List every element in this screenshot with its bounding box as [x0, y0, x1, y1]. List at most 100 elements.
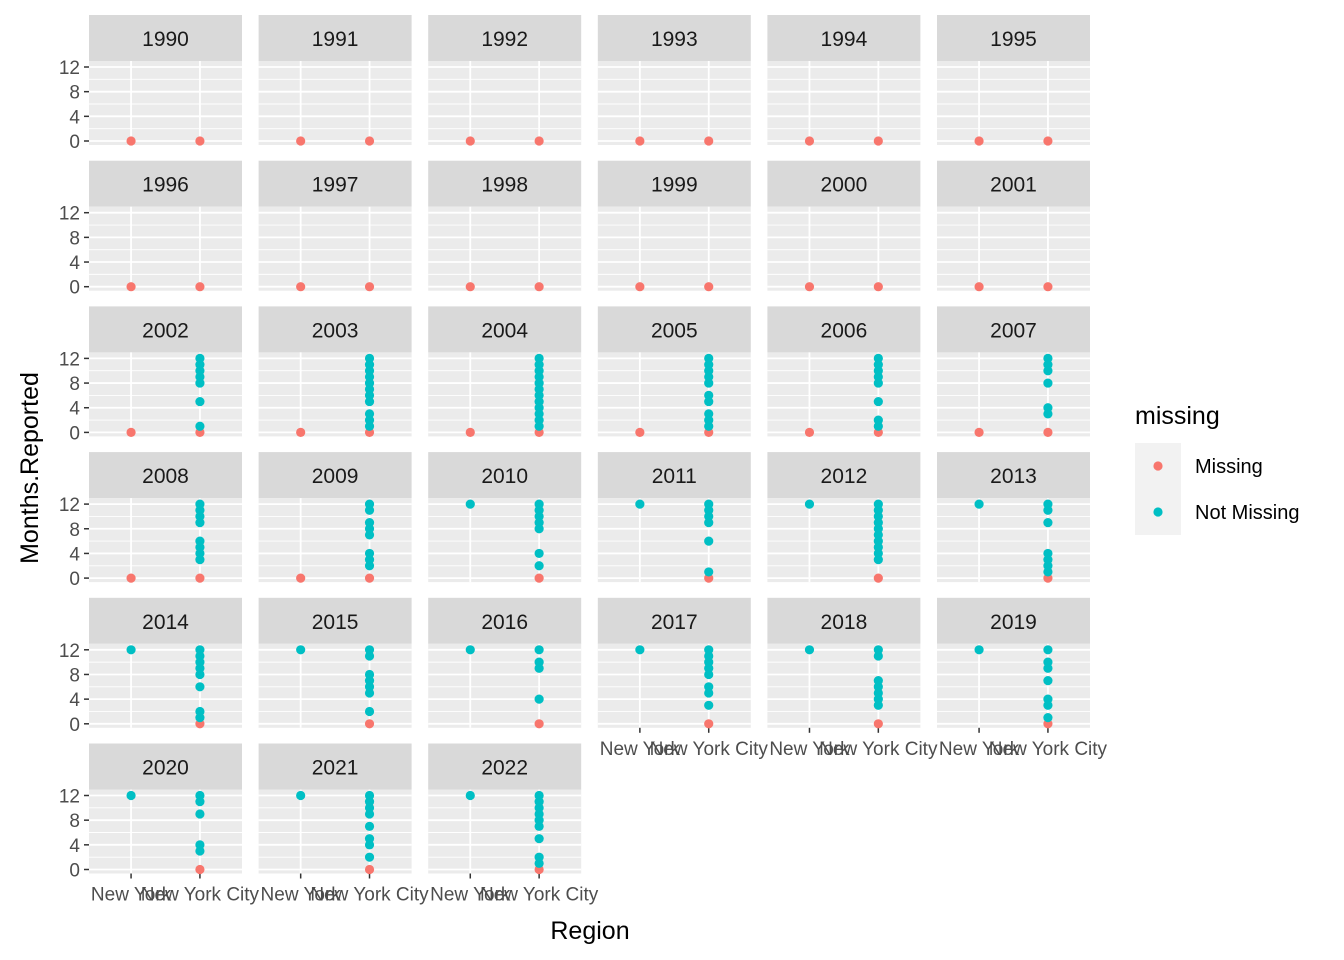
data-point [534, 790, 544, 801]
facet-panel-2011: 2011 [597, 452, 751, 583]
facet-strip [937, 306, 1090, 353]
data-point [195, 809, 205, 819]
facet-strip [428, 743, 582, 790]
data-point [534, 852, 544, 862]
facet-strip-label: 1999 [651, 174, 698, 197]
data-point [704, 536, 714, 546]
data-point [364, 645, 375, 655]
x-tick-label: New York [769, 739, 850, 760]
facet-strip-label: 1998 [481, 174, 528, 197]
data-point [296, 282, 306, 292]
data-point [1043, 353, 1053, 363]
data-point [534, 694, 544, 704]
data-point [1043, 518, 1053, 528]
data-point [974, 645, 984, 655]
facet-strip-label: 1993 [651, 28, 698, 51]
facet-strip [428, 306, 582, 353]
data-point [364, 834, 375, 844]
x-tick-label: New York City [310, 885, 429, 906]
facet-strip-label: 2006 [821, 319, 868, 342]
facet-panel-1998: 1998 [428, 160, 582, 292]
data-point [804, 282, 815, 292]
facet-panel-1990: 1990 0 4 8 12 [59, 15, 242, 153]
data-point [364, 353, 375, 363]
y-tick-label: 0 [69, 132, 80, 153]
panel-background [258, 206, 412, 291]
facet-panel-2000: 2000 [767, 160, 921, 292]
data-point [364, 573, 375, 583]
x-tick-label: New York City [141, 885, 260, 906]
facet-strip-label: 2009 [312, 465, 359, 488]
x-tick-label: New York City [819, 739, 938, 760]
data-point [873, 645, 883, 655]
data-point [1043, 136, 1053, 146]
data-point [195, 499, 205, 509]
data-point [534, 282, 544, 292]
panel-background [428, 61, 582, 145]
data-point [126, 790, 136, 801]
data-point [804, 136, 815, 146]
data-point [534, 353, 544, 363]
panel-background [89, 206, 242, 291]
y-tick-label: 12 [59, 641, 80, 662]
facet-strip-label: 2001 [990, 174, 1037, 197]
facet-strip [597, 597, 751, 644]
facet-strip-label: 2014 [142, 611, 189, 634]
facet-panel-2004: 2004 [428, 306, 582, 437]
data-point [704, 499, 714, 509]
data-point [1043, 548, 1053, 559]
data-point [804, 427, 815, 437]
data-point [534, 136, 544, 146]
y-tick-label: 8 [69, 665, 80, 686]
y-tick-label: 0 [69, 423, 80, 444]
data-point [704, 390, 714, 400]
legend-key-point [1153, 507, 1163, 517]
y-tick-label: 4 [69, 399, 80, 420]
panel-background [597, 206, 751, 291]
data-point [1043, 499, 1053, 509]
facet-strip [89, 452, 242, 499]
x-tick-label: New York City [650, 739, 769, 760]
data-point [195, 790, 205, 801]
y-tick-label: 4 [69, 690, 80, 711]
x-tick-label: New York [261, 885, 342, 906]
data-point [126, 136, 136, 146]
facet-strip-label: 2017 [651, 611, 698, 634]
data-point [873, 573, 883, 583]
panel-background [937, 643, 1090, 728]
data-point [126, 645, 136, 655]
data-point [465, 427, 475, 437]
facet-panel-2009: 2009 [258, 452, 412, 583]
data-point [195, 421, 205, 431]
data-point [635, 427, 645, 437]
data-point [364, 864, 375, 875]
data-point [465, 136, 475, 146]
data-point [704, 645, 714, 655]
data-point [1043, 427, 1053, 437]
y-tick-label: 4 [69, 544, 80, 565]
facet-strip-label: 1992 [481, 28, 528, 51]
facet-strip-label: 2020 [142, 757, 189, 780]
data-point [873, 499, 883, 509]
data-point [126, 282, 136, 292]
facet-strip [937, 15, 1090, 61]
data-point [195, 353, 205, 363]
facet-strip-label: 2015 [312, 611, 359, 634]
data-point [704, 282, 714, 292]
panel-background [597, 643, 751, 728]
data-point [364, 518, 375, 528]
facet-strip-label: 1990 [142, 28, 189, 51]
data-point [364, 548, 375, 559]
x-tick-label: New York [600, 739, 681, 760]
legend-label: Not Missing [1195, 502, 1299, 524]
data-point [534, 645, 544, 655]
facet-strip [597, 306, 751, 353]
panel-background [937, 352, 1090, 437]
facet-strip-label: 2012 [821, 465, 868, 488]
facet-panel-2008: 2008 0 4 8 12 [59, 452, 242, 590]
facet-strip [258, 452, 412, 499]
facet-strip-label: 2003 [312, 319, 359, 342]
data-point [364, 282, 375, 292]
data-point [873, 136, 883, 146]
